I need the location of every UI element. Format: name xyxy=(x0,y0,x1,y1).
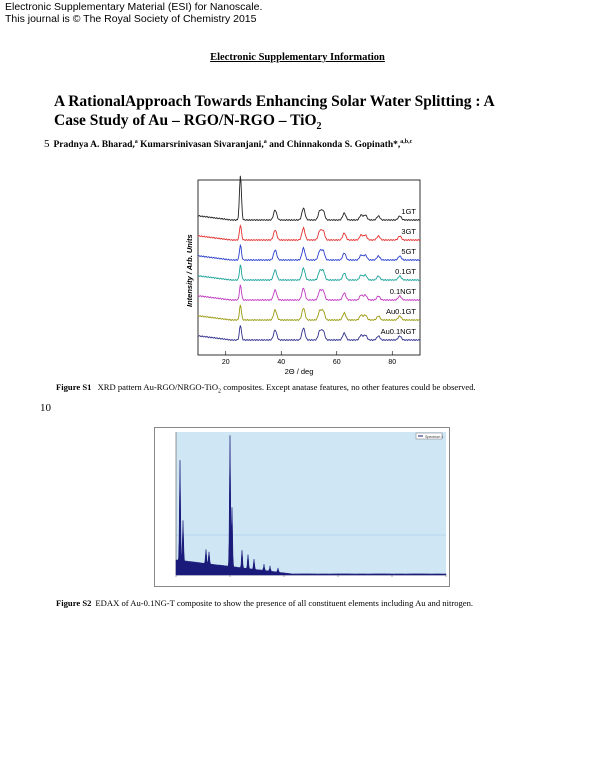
xrd-series-label: 0.1GT xyxy=(395,267,416,276)
author-1: Pradnya A. Bharad, xyxy=(53,140,135,150)
edax-legend-label: Spectrum 1 xyxy=(425,435,443,439)
title-line-1: A RationalApproach Towards Enhancing Sol… xyxy=(54,93,495,110)
xrd-trace-5 xyxy=(197,304,421,322)
author-list: 5 Pradnya A. Bharad,a Kumarsrinivasan Siv… xyxy=(44,138,412,150)
paper-title: A RationalApproach Towards Enhancing Sol… xyxy=(54,92,554,136)
xrd-chart: 1GT 3GT 5GT 0.1GT 0.1NGT Au0.1GT Au0.1NGT 20 40… xyxy=(185,175,421,376)
figure-s1-caption: Figure S1 XRD pattern Au-RGO/NRGO-TiO2 c… xyxy=(56,382,476,395)
edax-ticks xyxy=(175,575,447,577)
xrd-tick-label: 80 xyxy=(388,359,396,366)
xrd-trace-4 xyxy=(197,284,421,302)
figure-s1-caption-text: XRD pattern Au-RGO/NRGO-TiO xyxy=(95,382,219,392)
xrd-tick-label: 40 xyxy=(277,359,285,366)
xrd-series-label: Au0.1GT xyxy=(386,307,416,316)
xrd-series-label: Au0.1NGT xyxy=(381,327,417,336)
edax-spectrum: Spectrum 1 xyxy=(154,427,450,587)
esi-heading: Electronic Supplementary Information xyxy=(210,52,385,63)
xrd-traces: 1GT 3GT 5GT 0.1GT 0.1NGT Au0.1GT Au0.1NGT xyxy=(197,175,421,342)
journal-header-line2: This journal is © The Royal Society of C… xyxy=(5,13,257,25)
author-3-affil: a,b,c xyxy=(400,138,413,145)
line-number-5: 5 xyxy=(44,138,50,150)
xrd-series-label: 1GT xyxy=(401,207,416,216)
author-3: and Chinnakonda S. Gopinath*, xyxy=(266,140,401,150)
figure-s1-label: Figure S1 xyxy=(56,382,92,392)
xrd-series-label: 3GT xyxy=(401,227,416,236)
title-line-2-text: Case Study of Au – RGO/N-RGO – TiO xyxy=(54,112,317,129)
title-subscript: 2 xyxy=(316,121,322,133)
xrd-y-axis-label: Intensity / Arb. Units xyxy=(185,234,194,307)
xrd-trace-3 xyxy=(197,264,421,282)
xrd-trace-6 xyxy=(197,325,421,342)
figure-s2-caption: Figure S2 EDAX of Au-0.1NG-T composite to… xyxy=(56,598,473,608)
title-line-2: Case Study of Au – RGO/N-RGO – TiO2 xyxy=(54,111,554,136)
figure-s2-caption-text: EDAX of Au-0.1NG-T composite to show the… xyxy=(95,598,474,608)
author-1-affil: a xyxy=(134,138,138,145)
edax-plot-area xyxy=(176,432,446,575)
xrd-trace-2 xyxy=(197,243,421,262)
figure-s2-label: Figure S2 xyxy=(56,598,92,608)
xrd-x-axis-label: 2Θ / deg xyxy=(285,367,314,376)
xrd-trace-0 xyxy=(197,175,421,222)
line-number-10: 10 xyxy=(40,402,51,414)
xrd-tick-label: 60 xyxy=(333,359,341,366)
figure-s1-subscript: 2 xyxy=(218,388,222,395)
edax-legend-box xyxy=(415,432,443,440)
xrd-plot-frame xyxy=(197,179,421,356)
author-2: Kumarsrinivasan Sivaranjani, xyxy=(137,140,264,150)
xrd-x-ticks: 20 40 60 80 xyxy=(222,351,396,366)
edax-spectrum-line xyxy=(175,435,447,576)
xrd-series-label: 5GT xyxy=(401,247,416,256)
xrd-trace-1 xyxy=(197,224,421,242)
xrd-series-label: 0.1NGT xyxy=(390,287,417,296)
journal-header-line1: Electronic Supplementary Material (ESI) … xyxy=(5,1,263,13)
xrd-tick-label: 20 xyxy=(222,359,230,366)
author-2-affil: a xyxy=(263,138,267,145)
figure-s1-caption-end: composites. Except anatase features, no … xyxy=(221,382,476,392)
